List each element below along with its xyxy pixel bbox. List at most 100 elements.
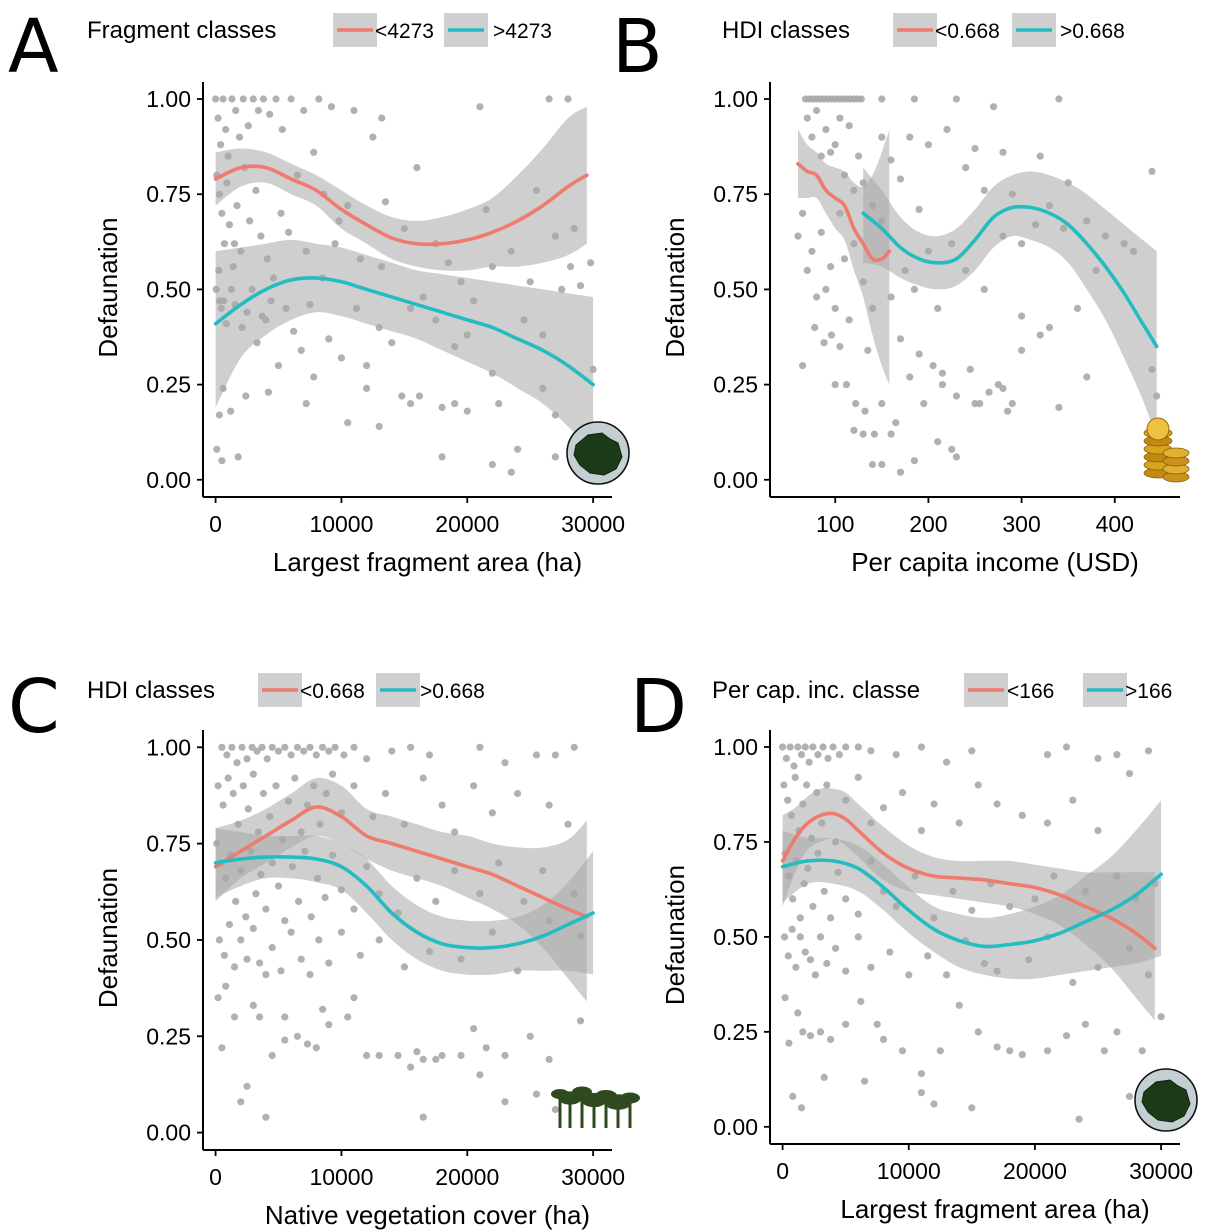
data-point xyxy=(268,944,276,952)
panel-a: A Fragment classes <4273 >4273 0.00 0.25 0.50 0… xyxy=(8,4,630,577)
data-point xyxy=(295,897,303,906)
data-point xyxy=(929,362,937,370)
data-point xyxy=(501,1051,509,1060)
data-point xyxy=(220,951,228,959)
x-tick-label: 30000 xyxy=(1129,1158,1193,1184)
data-point xyxy=(488,809,496,817)
data-point xyxy=(222,982,230,990)
data-point xyxy=(797,1104,806,1112)
data-point xyxy=(425,751,434,759)
panel-letter: D xyxy=(630,664,687,750)
data-point xyxy=(842,743,850,751)
data-point xyxy=(801,743,809,751)
data-point xyxy=(814,751,822,759)
data-point xyxy=(845,122,853,130)
data-point xyxy=(1125,770,1134,778)
data-point xyxy=(831,381,839,389)
data-point xyxy=(291,774,299,782)
data-point xyxy=(816,1028,825,1036)
gold-coins-icon xyxy=(1143,417,1190,483)
data-point xyxy=(495,400,503,408)
data-point xyxy=(312,751,320,759)
data-point xyxy=(938,369,947,377)
data-point xyxy=(287,928,295,936)
data-point xyxy=(476,743,484,751)
data-point xyxy=(388,747,396,755)
data-point xyxy=(1018,811,1026,820)
data-point xyxy=(1062,743,1071,751)
data-point xyxy=(786,743,794,751)
data-point xyxy=(419,1113,427,1121)
y-tick-label: 0.00 xyxy=(713,467,758,493)
x-tick-label: 10000 xyxy=(309,1164,373,1190)
legend-label: <0.668 xyxy=(300,680,365,703)
data-point xyxy=(329,770,337,778)
panel-d: D Per cap. inc. classe <166 >166 0.00 0.25 0.5… xyxy=(630,664,1198,1224)
x-tick-label: 300 xyxy=(1002,511,1040,537)
data-point xyxy=(463,407,471,415)
data-point xyxy=(407,1063,415,1071)
panel-letter: C xyxy=(8,664,60,750)
data-point xyxy=(256,1013,264,1021)
data-point xyxy=(230,963,239,971)
legend-title: HDI classes xyxy=(87,677,215,704)
data-point xyxy=(258,743,266,751)
data-point xyxy=(1043,1047,1052,1055)
data-point xyxy=(966,365,974,373)
data-point xyxy=(212,95,220,103)
data-point xyxy=(229,789,237,798)
data-point xyxy=(824,754,832,763)
data-point xyxy=(218,457,226,465)
data-point xyxy=(407,400,415,408)
data-point xyxy=(564,820,572,828)
fit-line-teal xyxy=(213,276,595,387)
data-point xyxy=(237,936,245,944)
data-point xyxy=(254,106,262,115)
data-point xyxy=(968,906,976,914)
data-point xyxy=(803,781,811,789)
data-point xyxy=(234,453,242,461)
data-point xyxy=(794,1009,802,1017)
data-point xyxy=(225,920,233,929)
data-point xyxy=(419,1055,427,1063)
data-point xyxy=(1138,1047,1146,1055)
data-point xyxy=(470,782,478,790)
data-point xyxy=(930,800,938,808)
data-point xyxy=(924,952,932,960)
data-point xyxy=(551,751,560,759)
data-point xyxy=(228,743,236,751)
y-tick-label: 0.00 xyxy=(713,1114,758,1140)
fragment-icon-shape xyxy=(1141,1079,1191,1123)
data-point xyxy=(820,887,828,895)
data-point xyxy=(1043,819,1052,827)
y-tick-label: 0.25 xyxy=(713,372,758,398)
data-point xyxy=(213,445,221,453)
data-point xyxy=(968,747,976,755)
data-point xyxy=(857,997,865,1006)
data-point xyxy=(782,754,791,763)
data-point xyxy=(325,335,333,343)
data-point xyxy=(297,346,305,354)
data-point xyxy=(225,221,233,229)
data-point xyxy=(438,403,446,411)
y-tick-label: 0.25 xyxy=(146,1023,191,1049)
panel-c: C HDI classes <0.668 >0.668 0.00 0.25 0.50 0.75… xyxy=(8,664,640,1230)
x-tick-label: 200 xyxy=(909,511,947,537)
data-point xyxy=(1073,304,1082,312)
data-point xyxy=(831,141,839,149)
data-point xyxy=(244,122,252,130)
y-axis-title: Defaunation xyxy=(93,217,123,357)
data-point xyxy=(340,751,348,759)
data-point xyxy=(943,125,951,134)
data-point xyxy=(980,186,988,194)
data-point xyxy=(214,782,222,790)
data-point xyxy=(331,743,339,751)
data-point xyxy=(1036,152,1044,160)
data-point xyxy=(1055,403,1063,411)
data-point xyxy=(864,346,872,354)
data-point xyxy=(784,796,792,804)
data-point xyxy=(570,743,578,751)
data-point xyxy=(784,952,792,960)
y-axis-title: Defaunation xyxy=(93,868,123,1008)
data-point xyxy=(388,339,396,347)
